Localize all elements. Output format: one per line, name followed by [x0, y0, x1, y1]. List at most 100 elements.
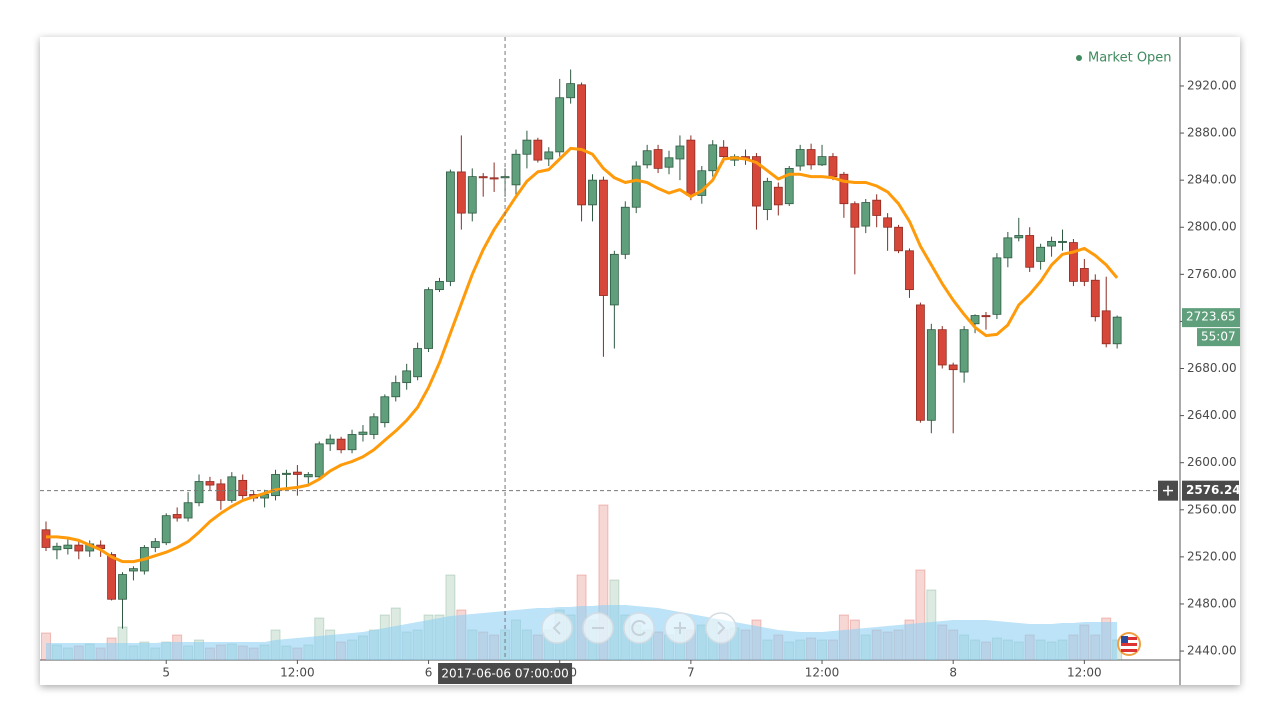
y-tick-label: 2640.00: [1187, 408, 1237, 422]
candle-body: [1003, 237, 1013, 259]
crosshair-time-box: [438, 663, 573, 684]
candle-body: [292, 471, 302, 475]
candle-body: [183, 502, 193, 519]
candle-body: [413, 348, 423, 378]
countdown-box: [1197, 328, 1240, 347]
flag-icon: [1117, 632, 1141, 656]
candle-body: [227, 476, 237, 501]
candle-body: [205, 481, 215, 486]
chart-panel: [40, 37, 1240, 685]
candle-body: [358, 431, 368, 435]
candle-body: [369, 416, 379, 435]
y-tick-label: 2880.00: [1187, 126, 1237, 140]
candle-body: [861, 202, 871, 227]
moving-average-line: [46, 146, 1119, 564]
candle-body: [686, 139, 696, 196]
reset-button[interactable]: [623, 612, 655, 644]
market-status: Market Open: [1088, 51, 1172, 66]
candle-body: [675, 145, 685, 160]
candle-body: [620, 206, 630, 255]
x-tick-label: 5: [162, 666, 170, 680]
candle-body: [577, 84, 586, 206]
candle-body: [282, 472, 291, 475]
scroll-right-button[interactable]: [705, 612, 737, 644]
candle-body: [150, 541, 160, 548]
y-tick-label: 2840.00: [1187, 173, 1237, 187]
y-tick-label: 2600.00: [1187, 455, 1237, 469]
candle-body: [489, 177, 499, 180]
candle-body: [555, 97, 565, 153]
countdown-label: 55:07: [1201, 330, 1236, 344]
candle-body: [456, 171, 466, 214]
candle-body: [467, 176, 477, 214]
candle-body: [1101, 310, 1111, 345]
y-tick-label: 2680.00: [1187, 361, 1237, 375]
candle-body: [959, 329, 969, 373]
nav-icons: [552, 620, 726, 636]
candle-body: [194, 481, 204, 504]
candle-body: [752, 156, 761, 207]
candle-body: [216, 483, 226, 501]
candle-body: [1025, 235, 1035, 268]
candle-body: [74, 544, 84, 552]
candle-body: [544, 151, 554, 160]
candle-body: [609, 253, 619, 306]
candle-body: [1036, 246, 1046, 262]
candle-body: [653, 149, 663, 169]
candle-body: [1069, 242, 1078, 282]
candle-body: [817, 156, 827, 166]
candle-body: [992, 257, 1002, 315]
y-tick-label: 2480.00: [1187, 596, 1237, 610]
candle-body: [883, 217, 893, 228]
candle-body: [894, 226, 903, 252]
candle-body: [238, 479, 248, 497]
candle-body: [161, 515, 171, 544]
candle-body: [631, 165, 641, 208]
candle-body: [872, 199, 882, 216]
candle-body: [970, 315, 980, 325]
candle-body: [1047, 240, 1056, 247]
candle-body: [336, 438, 346, 451]
candle-body: [522, 139, 532, 155]
candle-body: [828, 156, 838, 178]
crosshair-plus-icon: [1163, 485, 1173, 496]
x-tick-label: 12:00: [805, 666, 840, 680]
candle-body: [314, 443, 324, 478]
candle-body: [664, 157, 674, 168]
candle-body: [1014, 235, 1024, 239]
candle-body: [916, 304, 925, 421]
candle-body: [380, 396, 390, 424]
crosshair-price-label: 2576.24: [1186, 483, 1241, 497]
candle-body: [478, 176, 488, 179]
candle-body: [839, 173, 849, 205]
last-price-box: [1182, 308, 1240, 328]
candle-body: [784, 167, 794, 205]
candle-body: [41, 529, 51, 548]
volume-bar: [915, 569, 926, 660]
candle-body: [697, 170, 707, 196]
candle-body: [981, 315, 991, 318]
candle-body: [642, 150, 652, 166]
volume-ma-area: [46, 605, 1118, 660]
x-tick-label: 12:00: [280, 666, 315, 680]
candle-body: [1090, 279, 1100, 318]
candle-body: [424, 289, 433, 349]
y-tick-label: 2760.00: [1187, 267, 1237, 281]
candle-body: [172, 514, 182, 519]
y-tick-label: 2920.00: [1187, 78, 1237, 92]
y-tick-label: 2520.00: [1187, 549, 1237, 563]
candle-body: [118, 574, 127, 600]
x-tick-label: 7: [687, 666, 695, 680]
candle-body: [1058, 240, 1067, 243]
overlay-layer: Market Open 2017-06-06 07:00:00 2576.24 27…: [40, 37, 1241, 684]
x-tick-label: 12:00: [1067, 666, 1102, 680]
candle-body: [533, 139, 543, 161]
candle-body: [391, 382, 401, 398]
x-tick-label: 6: [425, 666, 433, 680]
y-tick-label: 2560.00: [1187, 502, 1237, 516]
candle-body: [566, 83, 576, 99]
scroll-left-button[interactable]: [541, 612, 573, 644]
candle-body: [435, 280, 444, 291]
